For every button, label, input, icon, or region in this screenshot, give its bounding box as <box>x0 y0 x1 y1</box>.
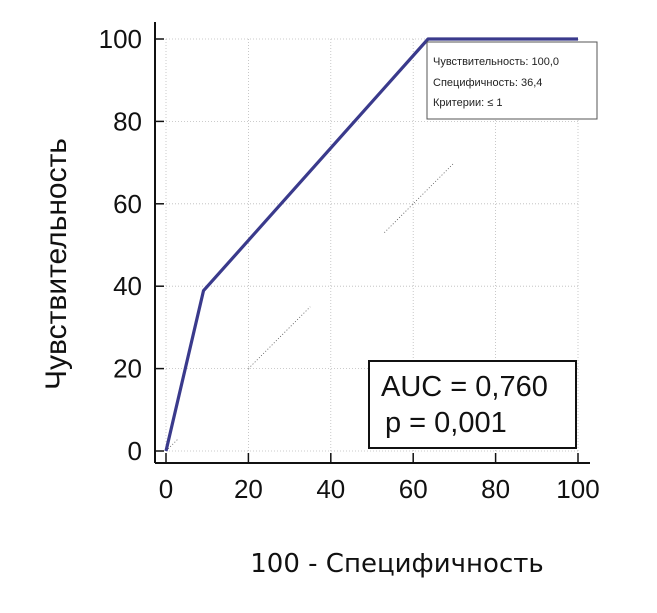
x-axis-title: 100 - Специфичность <box>250 549 543 579</box>
y-tick-label: 100 <box>99 24 142 54</box>
reference-diagonal <box>248 306 311 369</box>
y-tick-label: 40 <box>113 271 142 301</box>
criterion-tooltip-box <box>426 41 598 120</box>
reference-diagonal <box>384 162 455 233</box>
y-tick-label: 60 <box>113 189 142 219</box>
x-tick-label: 20 <box>234 474 263 504</box>
y-axis-title: Чувствительность <box>40 138 73 390</box>
criterion-tooltip: Чувствительность: 100,0 Специфичность: 3… <box>426 41 598 120</box>
auc-value: AUC = 0,760 <box>381 371 548 403</box>
tooltip-specificity: Специфичность: 36,4 <box>433 77 542 89</box>
stats-box: AUC = 0,760 p = 0,001 <box>368 360 577 449</box>
tooltip-sensitivity: Чувствительность: 100,0 <box>433 56 559 68</box>
roc-curve <box>164 37 578 452</box>
y-tick-label: 0 <box>128 436 142 466</box>
grid <box>165 38 579 452</box>
axes <box>154 22 590 464</box>
x-tick-label: 0 <box>159 474 173 504</box>
y-tick-label: 20 <box>113 354 142 384</box>
tick-labels: 0 20 40 60 80 100 0 20 40 60 80 100 <box>99 24 600 504</box>
p-value: p = 0,001 <box>385 407 507 439</box>
y-tick-label: 80 <box>113 106 142 136</box>
tooltip-criterion: Критерии: ≤ 1 <box>433 97 502 109</box>
x-tick-label: 100 <box>556 474 599 504</box>
x-tick-label: 60 <box>399 474 428 504</box>
series <box>164 37 578 452</box>
x-tick-label: 40 <box>316 474 345 504</box>
stats-box-frame <box>368 360 577 449</box>
x-tick-label: 80 <box>481 474 510 504</box>
